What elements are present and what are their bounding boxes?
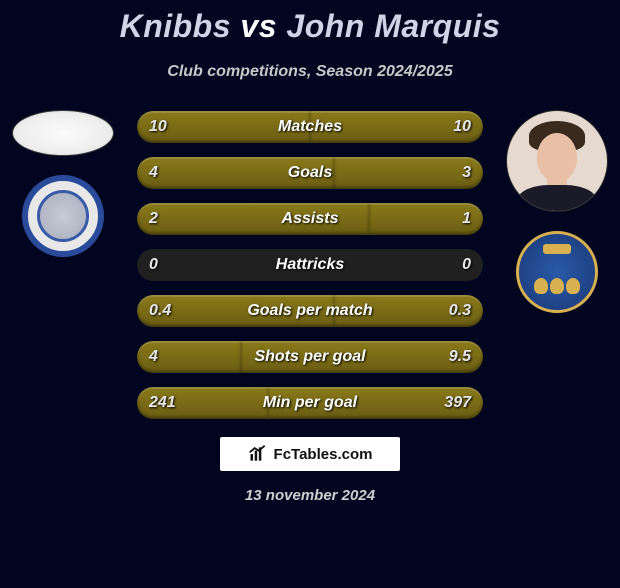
subtitle: Club competitions, Season 2024/2025	[0, 63, 620, 81]
player2-club-crest	[516, 231, 598, 313]
stat-label: Shots per goal	[254, 348, 365, 366]
stat-label: Hattricks	[276, 256, 344, 274]
player1-club-crest	[22, 175, 104, 257]
right-player-column	[502, 111, 612, 313]
stat-value-right: 10	[453, 118, 471, 136]
branding-icon	[248, 444, 268, 464]
stat-value-right: 397	[444, 394, 471, 412]
stat-value-right: 0	[462, 256, 471, 274]
stat-value-left: 0.4	[149, 302, 171, 320]
stat-value-left: 2	[149, 210, 158, 228]
title-player1: Knibbs	[120, 8, 231, 44]
left-player-column	[8, 111, 118, 257]
stat-label: Goals per match	[247, 302, 372, 320]
stat-value-right: 1	[462, 210, 471, 228]
stat-value-left: 4	[149, 164, 158, 182]
stat-row: 0 0 Hattricks	[137, 249, 483, 281]
bar-fill-right	[334, 157, 483, 189]
stat-value-right: 9.5	[449, 348, 471, 366]
stat-row: 4 3 Goals	[137, 157, 483, 189]
comparison-stage: 10 10 Matches 4 3 Goals 2 1 Assists 0 0 Hattricks 0.…	[0, 111, 620, 419]
page-title: Knibbs vs John Marquis	[0, 8, 620, 45]
player1-avatar	[13, 111, 113, 155]
stat-label: Goals	[288, 164, 332, 182]
stat-value-left: 4	[149, 348, 158, 366]
date-label: 13 november 2024	[0, 487, 620, 504]
stat-row: 10 10 Matches	[137, 111, 483, 143]
stat-row: 241 397 Min per goal	[137, 387, 483, 419]
title-vs: vs	[240, 8, 277, 44]
stat-value-left: 10	[149, 118, 167, 136]
stat-row: 4 9.5 Shots per goal	[137, 341, 483, 373]
branding-badge: FcTables.com	[220, 437, 400, 471]
stat-row: 2 1 Assists	[137, 203, 483, 235]
stat-row: 0.4 0.3 Goals per match	[137, 295, 483, 327]
stat-value-right: 3	[462, 164, 471, 182]
title-player2: John Marquis	[286, 8, 500, 44]
stat-value-left: 241	[149, 394, 176, 412]
stat-label: Matches	[278, 118, 342, 136]
stat-label: Min per goal	[263, 394, 357, 412]
stat-bars: 10 10 Matches 4 3 Goals 2 1 Assists 0 0 Hattricks 0.…	[137, 111, 483, 419]
stat-label: Assists	[282, 210, 339, 228]
stat-value-left: 0	[149, 256, 158, 274]
stat-value-right: 0.3	[449, 302, 471, 320]
branding-text: FcTables.com	[274, 446, 373, 463]
player2-avatar	[507, 111, 607, 211]
